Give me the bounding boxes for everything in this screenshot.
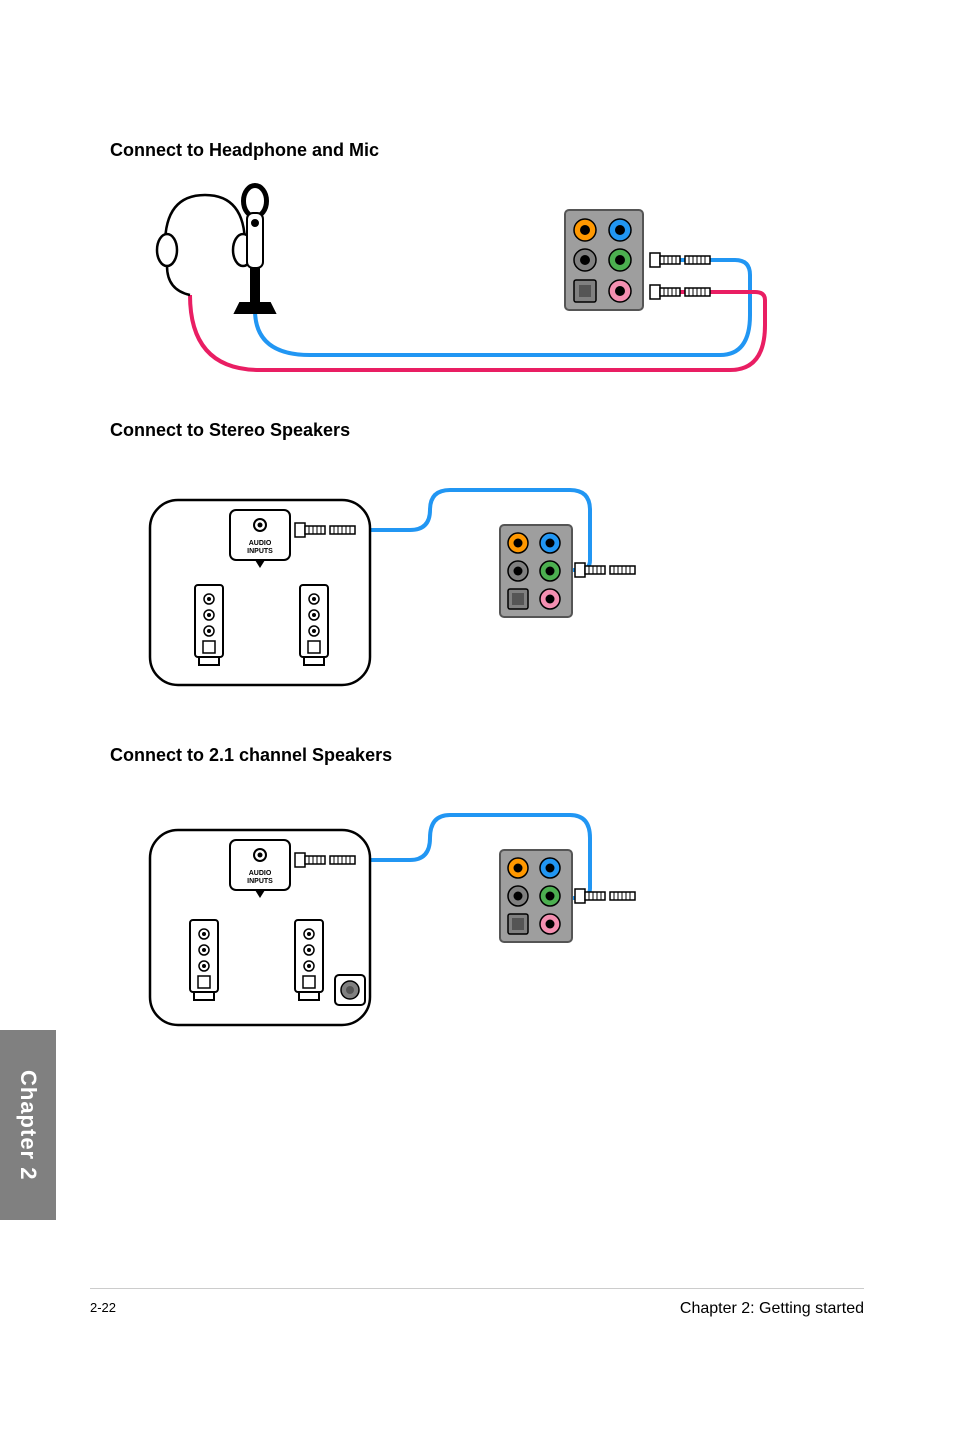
diagram-stereo-speakers: AUDIO INPUTS (110, 470, 810, 700)
svg-text:AUDIO: AUDIO (249, 540, 272, 547)
footer-chapter-title: Chapter 2: Getting started (680, 1300, 864, 1318)
chapter-tab: Chapter 2 (0, 1030, 56, 1220)
footer-divider (90, 1288, 864, 1289)
diagram-headphone-mic (110, 175, 810, 385)
diagram-21-speakers: AUDIO INPUTS (110, 790, 810, 1035)
svg-text:INPUTS: INPUTS (247, 548, 273, 555)
page: Connect to Headphone and Mic (0, 0, 954, 1438)
svg-text:INPUTS: INPUTS (247, 878, 273, 885)
heading-stereo-speakers: Connect to Stereo Speakers (110, 420, 350, 441)
heading-21-speakers: Connect to 2.1 channel Speakers (110, 745, 392, 766)
footer-page-number: 2-22 (90, 1300, 116, 1315)
heading-headphone-mic: Connect to Headphone and Mic (110, 140, 379, 161)
svg-text:AUDIO: AUDIO (249, 870, 272, 877)
